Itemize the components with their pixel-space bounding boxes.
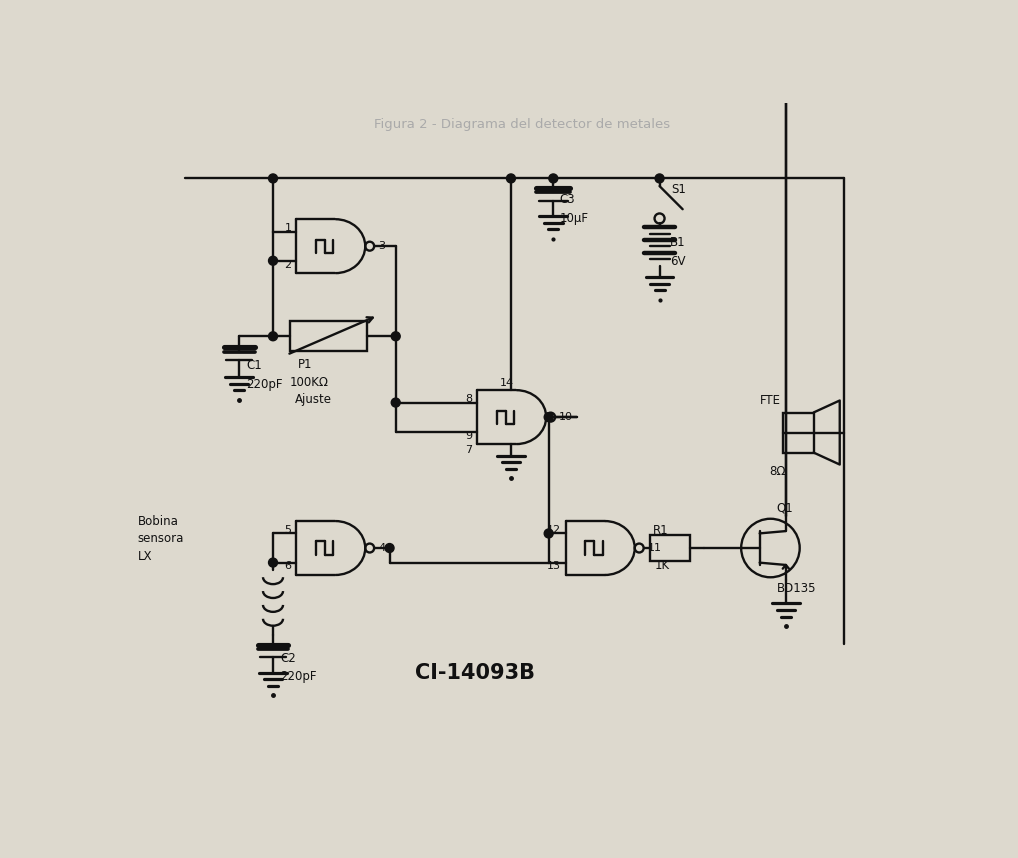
Text: 6V: 6V	[670, 255, 686, 268]
Circle shape	[385, 544, 394, 553]
Text: 4: 4	[378, 543, 385, 553]
Circle shape	[549, 174, 558, 183]
Text: 100KΩ: 100KΩ	[290, 376, 329, 389]
Text: C1: C1	[246, 359, 262, 372]
Text: 11: 11	[647, 543, 662, 553]
Circle shape	[269, 257, 278, 265]
Text: R1: R1	[653, 524, 669, 537]
Text: Ajuste: Ajuste	[294, 393, 332, 406]
Text: 8Ω: 8Ω	[769, 464, 786, 478]
Text: 1: 1	[284, 223, 291, 233]
Text: 10: 10	[559, 412, 573, 422]
Text: BD135: BD135	[777, 582, 816, 595]
Text: Q1: Q1	[777, 501, 793, 515]
Text: C2: C2	[280, 651, 295, 665]
Text: 6: 6	[284, 561, 291, 571]
Text: 5: 5	[284, 524, 291, 535]
Text: 1K: 1K	[655, 559, 670, 572]
Text: 7: 7	[465, 445, 472, 456]
Text: FTE: FTE	[759, 394, 781, 407]
Text: 13: 13	[547, 561, 561, 571]
Bar	[649, 535, 690, 561]
Text: 3: 3	[378, 241, 385, 251]
Text: P1: P1	[297, 359, 313, 372]
Circle shape	[656, 174, 664, 183]
Circle shape	[545, 529, 553, 538]
Text: 220pF: 220pF	[280, 670, 317, 683]
Text: CI-14093B: CI-14093B	[414, 662, 534, 683]
Circle shape	[545, 413, 553, 421]
Circle shape	[269, 332, 278, 341]
Bar	[290, 321, 366, 351]
Text: B1: B1	[670, 236, 686, 249]
Text: 14: 14	[500, 378, 514, 388]
Text: Bobina: Bobina	[137, 515, 178, 528]
Text: LX: LX	[137, 550, 152, 563]
Bar	[783, 413, 813, 452]
Text: S1: S1	[671, 184, 686, 196]
Circle shape	[507, 174, 515, 183]
Text: 8: 8	[465, 394, 472, 404]
Circle shape	[391, 332, 400, 341]
Text: 9: 9	[465, 431, 472, 440]
Circle shape	[269, 174, 278, 183]
Circle shape	[391, 398, 400, 407]
Text: Figura 2 - Diagrama del detector de metales: Figura 2 - Diagrama del detector de meta…	[374, 118, 670, 131]
Text: sensora: sensora	[137, 532, 184, 546]
Text: 220pF: 220pF	[246, 378, 283, 390]
Text: 2: 2	[284, 260, 291, 269]
Text: 10μF: 10μF	[560, 212, 588, 225]
Text: 12: 12	[547, 524, 561, 535]
Circle shape	[269, 558, 278, 567]
Text: C3: C3	[560, 194, 575, 207]
